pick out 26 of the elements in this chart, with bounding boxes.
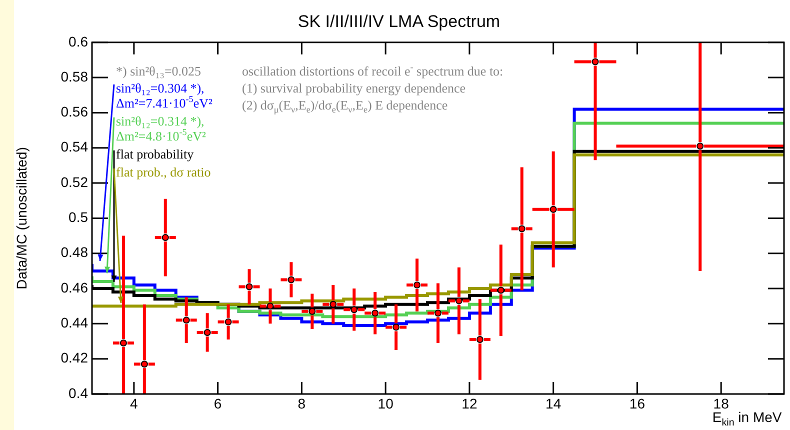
y-tick-label: 0.46 [60,279,88,296]
x-tick-label: 12 [462,395,478,412]
x-tick-label: 4 [130,395,138,412]
chart-title: SK I/II/III/IV LMA Spectrum [298,12,500,31]
y-axis-title: Data/MC (unoscillated) [13,147,30,290]
x-tick-label: 16 [629,395,646,412]
y-tick-label: 0.52 [60,174,88,190]
x-tick-label: 10 [378,395,394,412]
x-tick-label: 6 [214,395,222,412]
y-tick-label: 0.4 [68,384,88,401]
text: flat prob., dσ ratio [116,164,211,180]
x-tick-label: 8 [298,395,306,412]
y-tick-label: 0.56 [60,104,88,120]
annotation: oscillation distortions of recoil e- spectrum due to: [242,62,504,78]
x-tick-label: 14 [546,395,562,412]
y-tick-label: 0.54 [60,138,88,155]
y-tick-label: 0.5 [68,209,88,226]
legend-label: flat probability [116,146,194,162]
x-tick-label: 18 [713,395,730,412]
y-tick-label: 0.44 [60,314,88,331]
annotation: *) sin²θ₁₃=0.025 [116,63,202,78]
y-tick-label: 0.42 [60,350,88,366]
y-tick-label: 0.48 [60,244,88,260]
y-tick-label: 0.6 [68,33,88,50]
y-tick-label: 0.58 [60,68,88,84]
annotation: (1) survival probability energy dependence [242,80,466,96]
